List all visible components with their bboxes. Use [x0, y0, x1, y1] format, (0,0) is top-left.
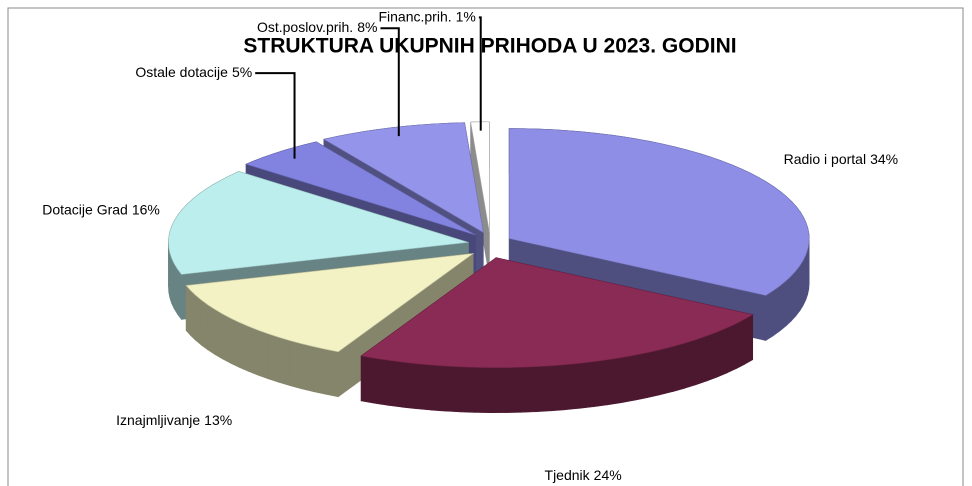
slice-side — [278, 336, 291, 387]
slice-side — [695, 335, 707, 386]
slice-side — [173, 262, 178, 316]
slice-side — [402, 361, 418, 410]
slice-side — [195, 294, 202, 346]
category-label: Ost.poslov.prih. — [257, 19, 353, 35]
value-label: 13% — [204, 412, 232, 428]
slice-side — [445, 365, 462, 413]
slice-side — [647, 349, 661, 399]
slice-side — [301, 343, 314, 392]
slice-side — [578, 361, 594, 409]
leader-line — [478, 16, 482, 131]
slice-side — [490, 367, 506, 413]
leader-line — [255, 72, 296, 159]
slice-side — [765, 290, 774, 342]
slice-side — [735, 318, 745, 370]
value-label: 1% — [456, 8, 476, 24]
value-label: 5% — [232, 64, 252, 80]
chart-frame — [7, 7, 964, 486]
slice — [185, 253, 475, 353]
value-label: 8% — [357, 19, 377, 35]
pie — [168, 121, 810, 413]
category-label: Financ.prih. — [378, 8, 451, 24]
slice-side — [716, 327, 728, 378]
slice — [168, 171, 469, 275]
slice-side — [795, 264, 801, 317]
slice-side — [634, 352, 648, 401]
slice-side — [475, 367, 491, 413]
slice-side — [785, 275, 792, 327]
slice-side — [779, 280, 787, 332]
slice-side — [606, 357, 622, 406]
category-label: Iznajmljivanje — [116, 412, 200, 428]
slice-side — [388, 360, 403, 408]
data-label: Financ.prih. 1% — [378, 8, 475, 24]
category-label: Tjednik — [545, 467, 591, 483]
slice-side — [222, 313, 231, 364]
slice-side — [549, 364, 565, 412]
slice-side — [416, 363, 432, 411]
slice-side — [374, 357, 389, 406]
category-label: Ostale dotacije — [135, 64, 228, 80]
slice-side — [772, 285, 781, 337]
slice-side — [177, 268, 182, 321]
category-label: Dotacije Grad — [42, 201, 128, 217]
value-label: 24% — [594, 467, 622, 483]
data-label: Ostale dotacije 5% — [135, 64, 252, 80]
slice — [508, 128, 810, 296]
category-label: Radio i portal — [784, 151, 867, 167]
slice-side — [672, 342, 685, 393]
slice-side — [289, 340, 302, 390]
slice-side — [744, 314, 754, 365]
slice-side — [185, 284, 191, 337]
slice-side — [171, 258, 175, 309]
slice-side — [659, 346, 673, 396]
slice — [360, 257, 754, 368]
slice-side — [313, 346, 326, 395]
data-label: Iznajmljivanje 13% — [116, 412, 232, 428]
slice-side — [238, 321, 249, 372]
slice-side — [505, 367, 521, 413]
chart-title: STRUKTURA UKUPNIH PRIHODA U 2023. GODINI — [243, 35, 736, 58]
slice-side — [360, 355, 375, 404]
data-label: Radio i portal 34% — [784, 151, 899, 167]
slice-side — [683, 339, 696, 389]
slice-side — [799, 259, 804, 312]
data-label: Ost.poslov.prih. 8% — [257, 19, 377, 35]
data-label: Tjednik 24% — [545, 467, 622, 483]
slice-side — [214, 308, 223, 360]
slice-side — [534, 365, 551, 413]
slice-side — [257, 329, 269, 380]
slice-side — [564, 363, 580, 411]
slice-side — [207, 304, 216, 355]
slice-side — [726, 323, 737, 374]
slice-side — [460, 366, 476, 413]
slice-side — [267, 333, 280, 383]
slice — [245, 141, 476, 236]
slice-side — [706, 331, 718, 382]
leader-line — [380, 27, 400, 137]
slice-side — [190, 289, 197, 342]
slice-side — [620, 354, 635, 404]
value-label: 34% — [870, 151, 898, 167]
slice-side — [248, 325, 259, 376]
slice-side — [430, 364, 447, 412]
slice-side — [592, 359, 608, 408]
slice-side — [230, 317, 240, 368]
slice-side — [802, 254, 807, 306]
slice-side — [201, 299, 209, 351]
slice-side — [325, 348, 339, 398]
value-label: 16% — [132, 201, 160, 217]
slice-side — [520, 366, 536, 413]
slice — [323, 122, 484, 234]
data-label: Dotacije Grad 16% — [42, 201, 160, 217]
slice-side — [790, 270, 797, 322]
